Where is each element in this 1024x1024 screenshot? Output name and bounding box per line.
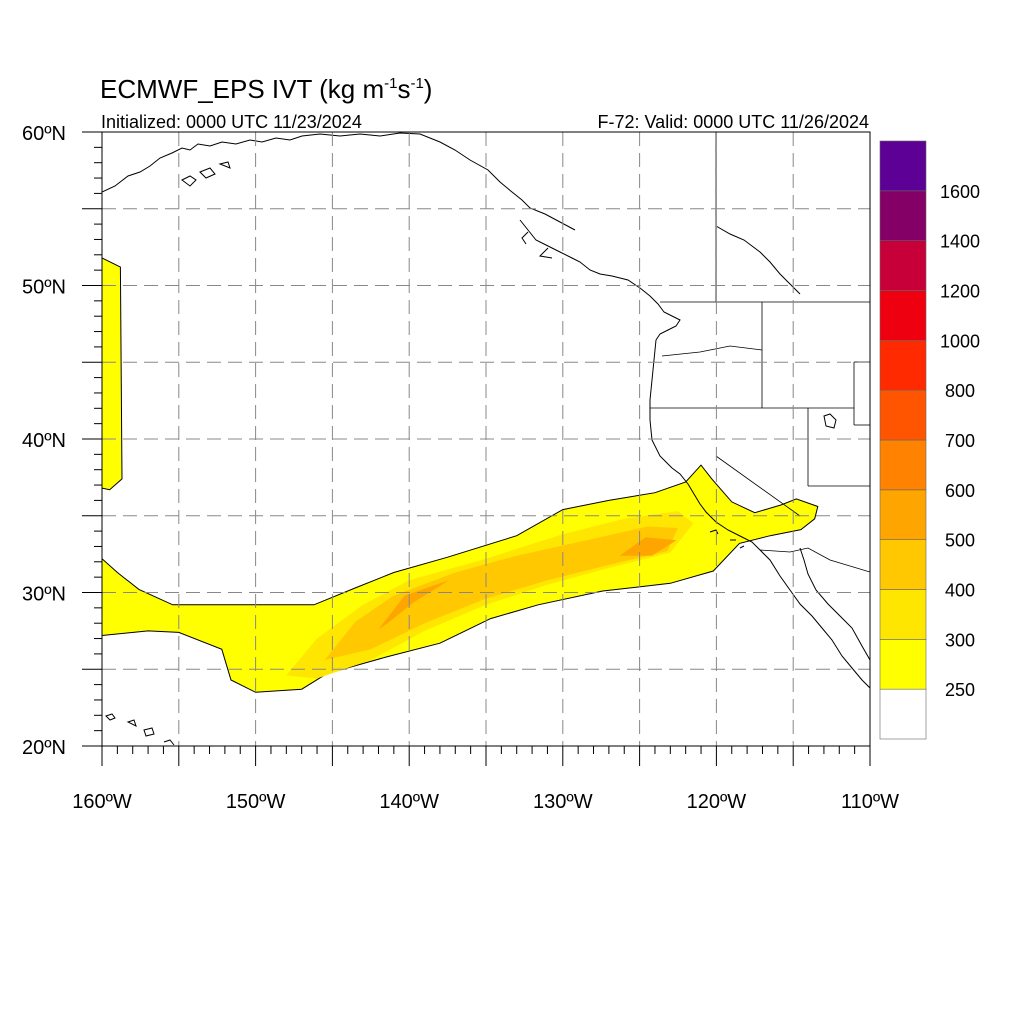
hudson-coast xyxy=(715,225,801,295)
state-border-or-wa xyxy=(661,345,763,357)
colorbar-label: 600 xyxy=(945,481,975,501)
coastlines xyxy=(102,132,870,746)
colorbar-swatch xyxy=(879,489,927,540)
colorbar-swatch xyxy=(879,589,927,640)
lake-outline xyxy=(823,413,837,429)
lat-label: 20ºN xyxy=(22,737,66,759)
colorbar-swatch xyxy=(879,389,927,441)
colorbar-label: 1600 xyxy=(940,182,980,202)
colorbar-label: 400 xyxy=(945,581,975,601)
ivt-region-west-edge-plume xyxy=(102,257,123,491)
colorbar-label: 1200 xyxy=(940,282,980,302)
lat-label: 50ºN xyxy=(22,277,66,299)
hawaii-islands xyxy=(105,713,175,746)
lon-label: 160ºW xyxy=(72,791,132,813)
colorbar-swatch xyxy=(879,688,927,740)
colorbar-label: 1400 xyxy=(940,232,980,252)
valid-time-label: F-72: Valid: 0000 UTC 11/26/2024 xyxy=(598,112,870,132)
colorbar-swatch xyxy=(879,340,927,391)
latitude-labels: 60ºN 50ºN 40ºN 30ºN 20ºN xyxy=(22,123,66,759)
lat-label: 60ºN xyxy=(22,123,66,145)
ivt-region-river-core-500-east xyxy=(619,537,677,556)
map-plot-area xyxy=(82,131,871,766)
map-frame xyxy=(101,131,871,747)
ivt-region-river-core-500 xyxy=(378,580,450,630)
colorbar-swatch xyxy=(879,639,927,690)
channel-islands xyxy=(709,529,745,549)
colorbar-swatch xyxy=(879,190,927,241)
baja-california xyxy=(759,547,870,689)
colorbar-swatch xyxy=(879,240,927,291)
map-title: ECMWF_EPS IVT (kg m-1s-1) xyxy=(100,74,432,104)
colorbar: 250 300 400 500 600 700 800 1000 1200 1400 1600 xyxy=(879,140,980,740)
colorbar-label: 250 xyxy=(945,680,975,700)
west-coast-us xyxy=(649,339,761,551)
init-time-label: Initialized: 0000 UTC 11/23/2024 xyxy=(101,112,362,132)
colorbar-label: 700 xyxy=(945,431,975,451)
lat-label: 40ºN xyxy=(22,430,66,452)
lon-label: 110ºW xyxy=(841,791,899,813)
lon-label: 150ºW xyxy=(226,791,286,813)
colorbar-label: 300 xyxy=(945,630,975,650)
lon-label: 130ºW xyxy=(533,791,593,813)
longitude-labels: 160ºW 150ºW 140ºW 130ºW 120ºW 110ºW xyxy=(72,791,899,813)
alaska-islands xyxy=(181,161,231,187)
colorbar-label: 500 xyxy=(945,531,975,551)
lon-label: 120ºW xyxy=(687,791,747,813)
colorbar-label: 1000 xyxy=(940,331,980,351)
graticule xyxy=(102,132,870,746)
colorbar-swatch xyxy=(879,290,927,341)
bc-coast xyxy=(519,219,681,341)
ivt-region-river-core-400 xyxy=(324,526,678,660)
alaska-coast xyxy=(102,132,576,231)
colorbar-swatch xyxy=(879,140,927,192)
lon-label: 140ºW xyxy=(379,791,439,813)
colorbar-label: 800 xyxy=(945,381,975,401)
ivt-shading xyxy=(102,257,819,693)
colorbar-swatch xyxy=(879,539,927,590)
state-border-ca-nv xyxy=(715,455,801,517)
axis-ticks xyxy=(82,131,871,766)
mexico-border xyxy=(759,547,870,573)
lat-label: 30ºN xyxy=(22,584,66,606)
colorbar-swatch xyxy=(879,439,927,491)
